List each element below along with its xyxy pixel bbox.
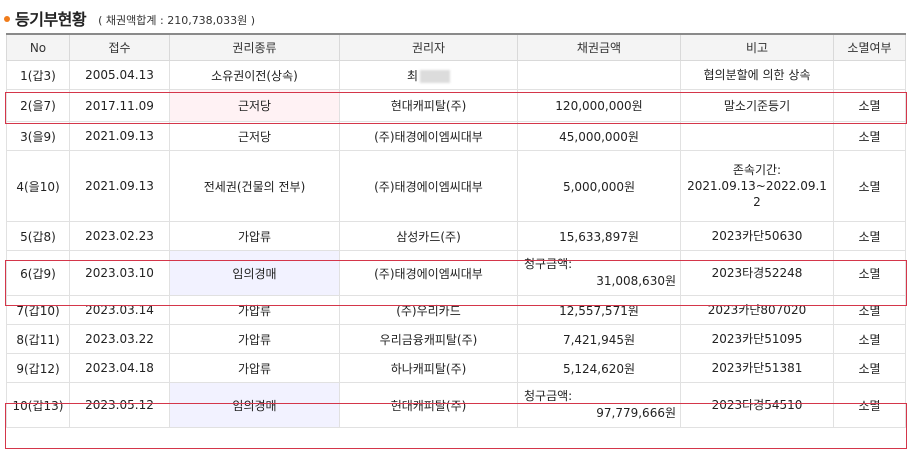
row-holder: 최 xyxy=(339,60,518,90)
row-amount: 45,000,000원 xyxy=(517,121,681,151)
row-holder: 현대캐피탈(주) xyxy=(339,382,518,428)
row-note: 2023타경54510 xyxy=(680,382,834,428)
row-holder: (주)태경에이엠씨대부 xyxy=(339,121,518,151)
row-no: 10(갑13) xyxy=(6,382,70,428)
row-extinction: 소멸 xyxy=(833,353,906,383)
row-date: 2023.03.22 xyxy=(69,324,170,354)
row-amount: 청구금액: 97,779,666원 xyxy=(517,382,681,428)
row-note: 2023카단51381 xyxy=(680,353,834,383)
col-header-note: 비고 xyxy=(680,33,834,61)
row-amount: 12,557,571원 xyxy=(517,295,681,325)
row-extinction xyxy=(833,60,906,90)
row-type: 근저당 xyxy=(169,89,340,122)
row-extinction: 소멸 xyxy=(833,89,906,122)
claim-amount-label: 청구금액: xyxy=(524,257,573,271)
row-date: 2023.03.14 xyxy=(69,295,170,325)
table-row: 4(을10) 2021.09.13 전세권(건물의 전부) (주)태경에이엠씨대… xyxy=(6,150,906,222)
table-header-row: No 접수 권리종류 권리자 채권금액 비고 소멸여부 xyxy=(6,33,906,61)
row-no: 7(갑10) xyxy=(6,295,70,325)
table-row: 7(갑10) 2023.03.14 가압류 (주)우리카드 12,557,571… xyxy=(6,295,906,325)
col-header-type: 권리종류 xyxy=(169,33,340,61)
row-amount: 5,124,620원 xyxy=(517,353,681,383)
row-type: 전세권(건물의 전부) xyxy=(169,150,340,222)
section-title: 등기부현황 xyxy=(15,10,87,29)
row-type: 임의경매 xyxy=(169,250,340,296)
row-holder: 하나캐피탈(주) xyxy=(339,353,518,383)
row-extinction: 소멸 xyxy=(833,221,906,251)
claim-amount-value: 97,779,666원 xyxy=(596,406,676,420)
row-note: 2023타경52248 xyxy=(680,250,834,296)
row-type: 가압류 xyxy=(169,221,340,251)
row-note: 2023카단51095 xyxy=(680,324,834,354)
row-no: 8(갑11) xyxy=(6,324,70,354)
row-date: 2021.09.13 xyxy=(69,121,170,151)
row-holder: 삼성카드(주) xyxy=(339,221,518,251)
row-type: 임의경매 xyxy=(169,382,340,428)
row-note: 말소기준등기 xyxy=(680,89,834,122)
col-header-extinction: 소멸여부 xyxy=(833,33,906,61)
row-amount: 120,000,000원 xyxy=(517,89,681,122)
row-holder: (주)태경에이엠씨대부 xyxy=(339,150,518,222)
col-header-holder: 권리자 xyxy=(339,33,518,61)
holder-name: 최 xyxy=(406,68,419,83)
row-no: 3(을9) xyxy=(6,121,70,151)
claim-amount-value: 31,008,630원 xyxy=(596,274,676,288)
row-no: 1(갑3) xyxy=(6,60,70,90)
row-date: 2023.04.18 xyxy=(69,353,170,383)
row-extinction: 소멸 xyxy=(833,150,906,222)
row-amount: 청구금액: 31,008,630원 xyxy=(517,250,681,296)
row-no: 6(갑9) xyxy=(6,250,70,296)
row-holder: 현대캐피탈(주) xyxy=(339,89,518,122)
table-row: 3(을9) 2021.09.13 근저당 (주)태경에이엠씨대부 45,000,… xyxy=(6,121,906,151)
claims-total: ( 채권액합계 : 210,738,033원 ) xyxy=(98,13,256,27)
table-row: 10(갑13) 2023.05.12 임의경매 현대캐피탈(주) 청구금액: 9… xyxy=(6,382,906,428)
row-date: 2023.05.12 xyxy=(69,382,170,428)
row-note: 존속기간: 2021.09.13~2022.09.1 2 xyxy=(680,150,834,222)
row-extinction: 소멸 xyxy=(833,324,906,354)
registry-table: No 접수 권리종류 권리자 채권금액 비고 소멸여부 1(갑3) 2005.0… xyxy=(6,33,906,428)
table-row: 2(을7) 2017.11.09 근저당 현대캐피탈(주) 120,000,00… xyxy=(6,89,906,122)
claim-amount-label: 청구금액: xyxy=(524,389,573,403)
row-type: 가압류 xyxy=(169,295,340,325)
table-row: 8(갑11) 2023.03.22 가압류 우리금융캐피탈(주) 7,421,9… xyxy=(6,324,906,354)
table-row: 5(갑8) 2023.02.23 가압류 삼성카드(주) 15,633,897원… xyxy=(6,221,906,251)
col-header-date: 접수 xyxy=(69,33,170,61)
bullet-icon xyxy=(4,16,10,22)
row-note: 협의분할에 의한 상속 xyxy=(680,60,834,90)
row-type: 소유권이전(상속) xyxy=(169,60,340,90)
col-header-amount: 채권금액 xyxy=(517,33,681,61)
row-type: 근저당 xyxy=(169,121,340,151)
row-holder: (주)태경에이엠씨대부 xyxy=(339,250,518,296)
row-note: 2023카단807020 xyxy=(680,295,834,325)
table-row: 1(갑3) 2005.04.13 소유권이전(상속) 최 협의분할에 의한 상속 xyxy=(6,60,906,90)
row-date: 2017.11.09 xyxy=(69,89,170,122)
row-date: 2023.03.10 xyxy=(69,250,170,296)
row-date: 2005.04.13 xyxy=(69,60,170,90)
table-row: 9(갑12) 2023.04.18 가압류 하나캐피탈(주) 5,124,620… xyxy=(6,353,906,383)
row-no: 5(갑8) xyxy=(6,221,70,251)
row-no: 9(갑12) xyxy=(6,353,70,383)
row-amount xyxy=(517,60,681,90)
row-date: 2023.02.23 xyxy=(69,221,170,251)
row-amount: 5,000,000원 xyxy=(517,150,681,222)
table-row: 6(갑9) 2023.03.10 임의경매 (주)태경에이엠씨대부 청구금액: … xyxy=(6,250,906,296)
row-type: 가압류 xyxy=(169,324,340,354)
row-extinction: 소멸 xyxy=(833,382,906,428)
row-type: 가압류 xyxy=(169,353,340,383)
row-extinction: 소멸 xyxy=(833,250,906,296)
col-header-no: No xyxy=(6,33,70,61)
row-amount: 15,633,897원 xyxy=(517,221,681,251)
row-no: 2(을7) xyxy=(6,89,70,122)
row-note xyxy=(680,121,834,151)
section-header: 등기부현황 ( 채권액합계 : 210,738,033원 ) xyxy=(4,6,255,30)
row-note: 2023카단50630 xyxy=(680,221,834,251)
row-date: 2021.09.13 xyxy=(69,150,170,222)
redacted-name xyxy=(420,69,451,83)
row-holder: 우리금융캐피탈(주) xyxy=(339,324,518,354)
row-holder: (주)우리카드 xyxy=(339,295,518,325)
row-amount: 7,421,945원 xyxy=(517,324,681,354)
row-extinction: 소멸 xyxy=(833,295,906,325)
row-no: 4(을10) xyxy=(6,150,70,222)
row-extinction: 소멸 xyxy=(833,121,906,151)
